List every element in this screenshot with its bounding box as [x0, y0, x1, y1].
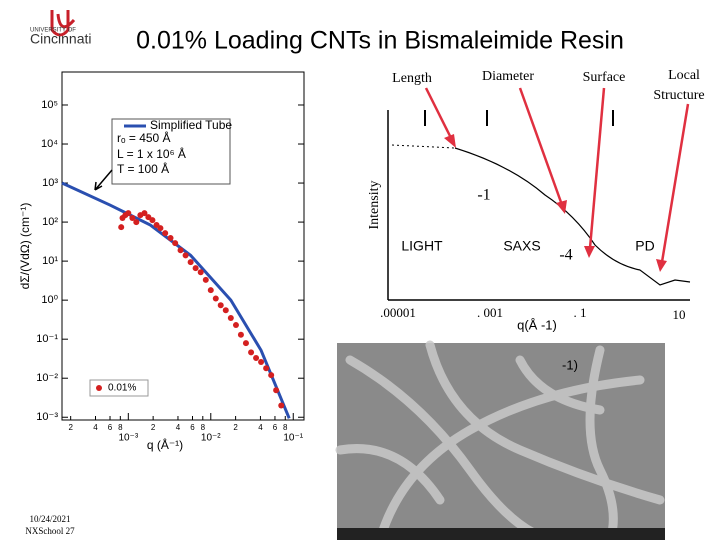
x-tick-label: 8	[201, 423, 206, 432]
legend-note: L = 1 x 10⁶ Å	[117, 146, 186, 161]
data-point	[141, 210, 148, 217]
x-tick-label: 2	[233, 423, 238, 432]
region-label: SAXS	[503, 238, 540, 254]
data-point	[242, 340, 249, 347]
x-tick-label: 4	[176, 423, 181, 432]
y-tick-label: 10⁻¹	[36, 333, 58, 345]
data-point	[129, 215, 136, 222]
slide-title: 0.01% Loading CNTs in Bismaleimide Resin	[136, 27, 624, 55]
slope-label: -4	[559, 247, 572, 264]
data-point	[263, 365, 270, 372]
x-tick-label: 6	[273, 423, 278, 432]
data-point	[149, 217, 156, 224]
slope-label: -1	[477, 187, 490, 204]
tick-label: .00001	[380, 305, 416, 320]
x-tick-label: 10⁻³	[118, 433, 138, 444]
fit-line	[61, 181, 291, 419]
legend-note: rₒ = 450 Å	[117, 130, 171, 145]
data-point	[157, 225, 164, 232]
data-point	[192, 265, 199, 272]
tick-label: 10	[673, 307, 686, 322]
data-point	[253, 354, 260, 361]
x-tick-label: 2	[68, 423, 73, 432]
data-point	[207, 287, 214, 294]
feature-label: Length	[392, 71, 432, 86]
region-label: PD	[635, 238, 654, 254]
arrows	[424, 87, 690, 272]
curve	[391, 144, 456, 149]
x-axis-label: q (Å⁻¹)	[147, 437, 183, 452]
x-tick-label: 4	[258, 423, 263, 432]
data-point	[182, 252, 189, 259]
y-tick-label: 10⁻³	[36, 411, 58, 423]
legend-label: 0.01%	[108, 383, 136, 394]
y-axis-label: dΣ/(VdΩ) (cm⁻¹)	[18, 203, 32, 290]
data-point	[232, 322, 239, 329]
x-axis-label: q(Å -1)	[517, 317, 557, 332]
legend-label: Simplified Tube	[150, 118, 232, 132]
y-axis-label: Intensity	[367, 181, 382, 230]
data-point	[278, 402, 285, 409]
sem-photo: -1)	[335, 340, 665, 540]
legend-arrow	[94, 169, 113, 191]
y-tick-label: 10⁴	[41, 138, 58, 150]
footer-slide: NXSchool 27	[25, 526, 75, 536]
y-tick-label: 10²	[42, 216, 58, 228]
logo-mark	[50, 10, 76, 37]
x-tick-label: 2	[151, 423, 156, 432]
data-point	[125, 210, 132, 217]
data-point	[217, 302, 224, 309]
data-point	[237, 331, 244, 338]
feature-label: Surface	[583, 70, 626, 85]
data-point	[202, 276, 209, 283]
legend-box	[111, 118, 231, 185]
feature-label: Structure	[653, 88, 704, 103]
data-point	[268, 372, 275, 379]
data-point	[227, 314, 234, 321]
data-point	[118, 224, 125, 231]
legend-note: T = 100 Å	[117, 161, 169, 176]
curve	[454, 147, 691, 286]
tick-label: . 1	[574, 305, 587, 320]
region-label: LIGHT	[401, 238, 443, 254]
data-point	[222, 307, 229, 314]
logo-top: UNIVERSITY OF	[30, 28, 76, 34]
data-point	[197, 269, 204, 276]
feature-label: Local	[668, 68, 700, 83]
x-tick-label: 6	[108, 423, 113, 432]
data-point	[167, 235, 174, 242]
legend-marker	[96, 385, 102, 391]
x-tick-label: 8	[118, 423, 123, 432]
x-tick-label: 6	[190, 423, 195, 432]
x-tick-label: 4	[93, 423, 98, 432]
y-tick-label: 10³	[42, 177, 58, 189]
data-point	[187, 259, 194, 266]
data-point	[177, 247, 184, 254]
data-point	[248, 349, 255, 356]
data-point	[273, 387, 280, 394]
y-tick-label: 10⁰	[41, 294, 58, 306]
schematic: Intensity Length Diameter Surface Local …	[367, 68, 704, 332]
chart: dΣ/(VdΩ) (cm⁻¹) q (Å⁻¹) Simplified Tube …	[18, 71, 305, 452]
y-tick-label: 10⁻²	[36, 372, 58, 384]
data-point	[258, 359, 265, 366]
photo-text: -1)	[562, 357, 578, 372]
y-tick-label: 10⁵	[41, 99, 58, 111]
legend-box	[89, 379, 149, 397]
data-point	[172, 240, 179, 247]
data-point	[133, 219, 140, 226]
x-tick-label: 10⁻²	[201, 433, 221, 444]
feature-label: Diameter	[482, 69, 534, 84]
x-tick-label: 10⁻¹	[283, 433, 303, 444]
x-tick-label: 8	[283, 423, 288, 432]
data-point	[212, 295, 219, 302]
logo-name: Cincinnati	[30, 31, 91, 47]
data-point	[162, 230, 169, 237]
y-tick-label: 10¹	[42, 255, 58, 267]
photo-scalebar	[337, 528, 665, 540]
tick-label: . 001	[477, 305, 503, 320]
footer-date: 10/24/2021	[29, 514, 70, 524]
